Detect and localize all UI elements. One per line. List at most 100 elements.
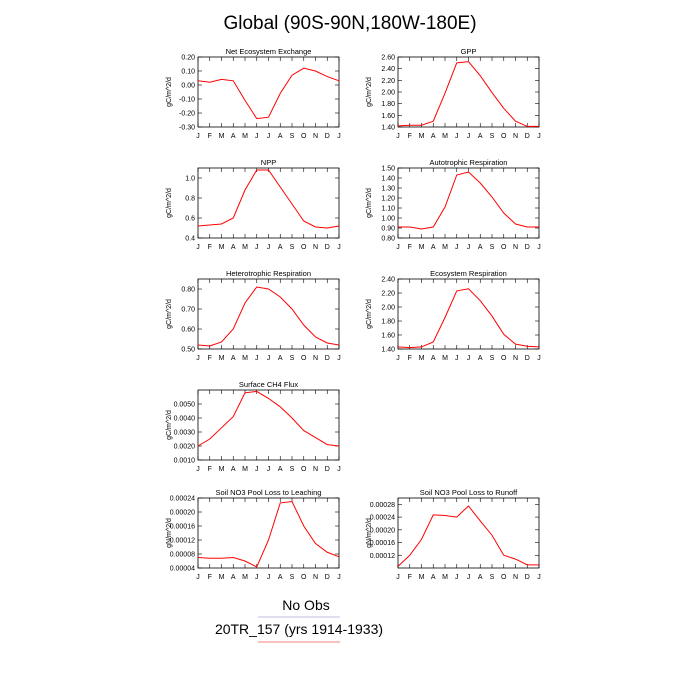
y-tick-label: 1.40 [381,176,395,183]
x-tick-label: J [337,355,341,362]
x-tick-label: J [255,244,259,251]
x-tick-label: A [278,355,283,362]
x-tick-label: J [267,133,271,140]
x-tick-label: J [537,574,541,581]
y-tick-label: 0.0030 [174,430,196,437]
x-tick-label: F [208,244,212,251]
y-tick-label: 1.80 [381,101,395,108]
x-tick-label: M [419,244,425,251]
x-tick-label: S [490,355,495,362]
x-tick-label: J [255,355,259,362]
x-tick-label: J [255,466,259,473]
x-tick-label: J [267,244,271,251]
series-line [397,505,539,567]
y-tick-label: 0.00 [181,83,195,90]
panel-9: Soil NO3 Pool Loss to RunoffgN/m^2/d0.00… [366,488,541,581]
legend-entry-no-obs: No Obs [282,597,329,613]
x-tick-label: M [242,355,248,362]
x-tick-label: F [408,133,412,140]
panel-title: Autotrophic Respiration [430,158,508,167]
x-tick-label: N [313,133,318,140]
panel-8: Soil NO3 Pool Loss to LeachinggN/m^2/d0.… [166,488,341,581]
x-tick-label: J [537,133,541,140]
series-line [197,67,340,120]
y-tick-label: 0.90 [381,226,395,233]
y-tick-label: 1.80 [381,319,395,326]
y-tick-label: 0.0010 [174,458,196,465]
y-tick-label: 0.00020 [170,510,195,517]
x-tick-label: F [208,574,212,581]
plot-frame [397,497,540,569]
x-tick-label: J [267,466,271,473]
x-tick-label: A [478,244,483,251]
y-tick-label: 1.00 [381,216,395,223]
x-tick-label: O [501,574,507,581]
x-tick-label: M [442,574,448,581]
x-tick-label: M [242,466,248,473]
y-axis-label: gN/m^2/d [366,518,373,548]
x-tick-label: N [313,355,318,362]
x-tick-label: J [196,355,200,362]
x-tick-label: N [313,244,318,251]
panel-4: Autotrophic Respiration gC/m^2/d 1.50 1.40 1… [366,158,541,251]
panels: Net Ecosystem Exchange gC/m^2/d 0.20 0.10 0.… [166,47,541,581]
x-tick-label: D [525,574,530,581]
x-tick-label: N [513,133,518,140]
y-tick-label: 0.70 [181,307,195,314]
x-tick-label: A [231,133,236,140]
x-tick-label: A [278,574,283,581]
x-tick-label: A [431,244,436,251]
x-tick-label: S [290,574,295,581]
x-tick-label: M [242,133,248,140]
x-tick-label: A [231,466,236,473]
legend: No Obs 20TR_157 (yrs 1914-1933) [215,597,383,643]
x-tick-label: M [419,574,425,581]
x-tick-label: J [537,355,541,362]
x-tick-label: F [208,133,212,140]
x-tick-label: N [313,466,318,473]
y-tick-label: 0.80 [381,236,395,243]
y-tick-label: 0.00008 [170,552,195,559]
y-tick-label: 1.60 [381,333,395,340]
y-axis-label: gC/m^2/d [166,410,173,440]
series-line [197,500,340,568]
y-axis-label: gN/m^2/d [166,518,173,548]
x-tick-label: S [290,355,295,362]
y-tick-label: 1.40 [381,125,395,132]
x-tick-label: N [313,574,318,581]
x-tick-label: J [337,574,341,581]
x-tick-label: M [219,133,225,140]
x-tick-label: J [255,133,259,140]
x-tick-label: J [255,574,259,581]
panel-title: GPP [461,47,477,56]
y-tick-label: 0.80 [181,287,195,294]
x-tick-label: S [290,133,295,140]
x-tick-label: O [301,355,307,362]
y-tick-label: 0.00020 [370,527,395,534]
x-tick-label: J [455,133,459,140]
x-tick-label: J [467,133,471,140]
x-tick-label: N [513,244,518,251]
y-tick-label: -0.30 [179,125,195,132]
y-tick-label: 0.0050 [174,402,196,409]
y-tick-label: 2.00 [381,305,395,312]
x-tick-label: J [196,574,200,581]
x-tick-label: D [525,355,530,362]
x-tick-label: N [513,355,518,362]
panel-title: Heterotrophic Respiration [226,269,311,278]
y-tick-label: 0.00012 [370,553,395,560]
x-tick-label: A [278,466,283,473]
y-tick-label: 0.8 [185,196,195,203]
y-tick-label: 0.50 [181,347,195,354]
series-line [197,390,340,447]
x-tick-label: A [431,574,436,581]
x-tick-label: J [196,244,200,251]
x-tick-label: S [490,244,495,251]
x-tick-label: J [396,355,400,362]
y-tick-label: 0.60 [181,327,195,334]
y-tick-label: 0.4 [185,236,195,243]
x-tick-label: D [525,133,530,140]
y-tick-label: 0.00024 [370,515,395,522]
y-tick-label: 0.00016 [370,540,395,547]
x-tick-label: A [478,355,483,362]
